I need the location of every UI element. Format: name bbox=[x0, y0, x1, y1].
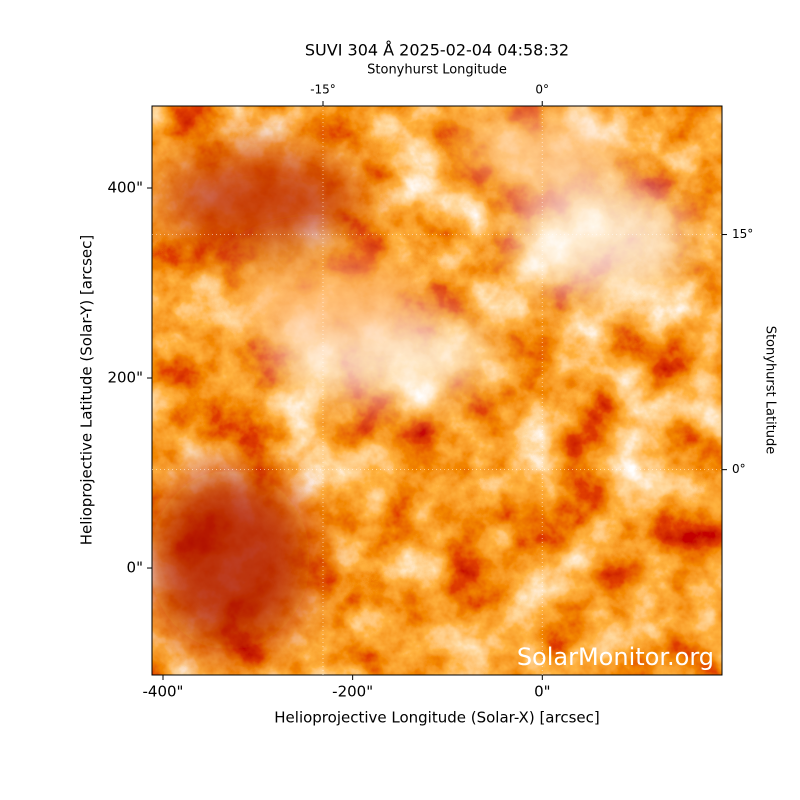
x2-tick-label: 0° bbox=[535, 83, 549, 97]
y-tick-label: 200" bbox=[107, 369, 143, 387]
y-tick-label: 400" bbox=[107, 178, 143, 196]
watermark: SolarMonitor.org bbox=[517, 643, 714, 671]
y2-tick-label: 15° bbox=[732, 227, 753, 241]
y-axis-label: Helioprojective Latitude (Solar-Y) [arcs… bbox=[78, 235, 96, 545]
x-tick-label: -200" bbox=[332, 683, 373, 701]
y-tick-label: 0" bbox=[127, 559, 143, 577]
y2-axis-label: Stonyhurst Latitude bbox=[763, 326, 778, 455]
plot-frame bbox=[151, 105, 723, 676]
solar-image bbox=[152, 106, 722, 675]
x2-tick-label: -15° bbox=[310, 83, 336, 97]
x-axis-label: Helioprojective Longitude (Solar-X) [arc… bbox=[274, 709, 599, 727]
x-tick-label: 0" bbox=[534, 683, 550, 701]
x2-axis-label: Stonyhurst Longitude bbox=[367, 63, 507, 78]
y2-tick-label: 0° bbox=[732, 462, 746, 476]
chart-title: SUVI 304 Å 2025-02-04 04:58:32 bbox=[305, 41, 569, 60]
x-tick-label: -400" bbox=[143, 683, 184, 701]
